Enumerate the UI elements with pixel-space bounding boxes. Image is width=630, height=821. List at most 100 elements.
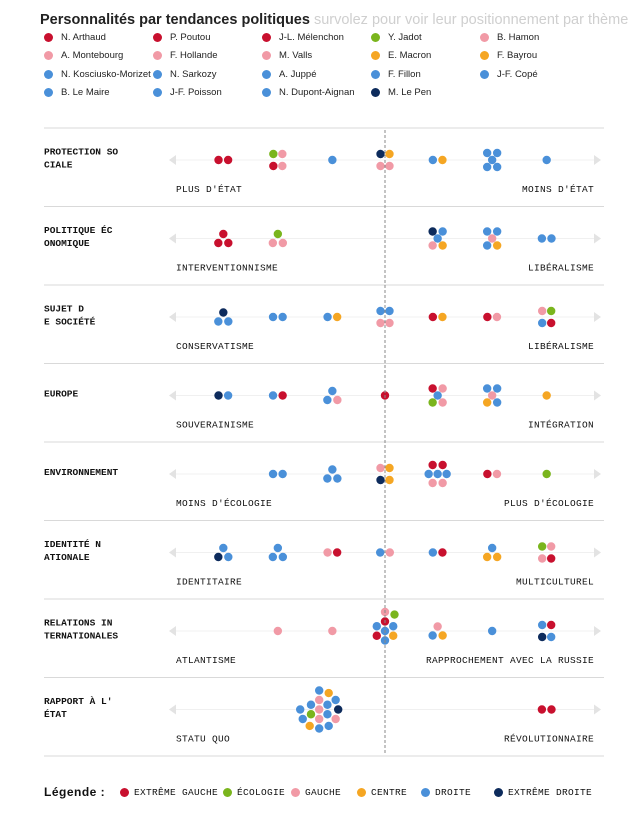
personality-dot[interactable] <box>492 312 502 322</box>
personality-dot[interactable] <box>487 391 497 400</box>
personality-dot[interactable] <box>323 312 332 322</box>
personality-dot[interactable] <box>482 162 492 172</box>
personality-dot[interactable] <box>482 398 492 407</box>
personality-dot[interactable] <box>428 548 438 557</box>
personality-dot[interactable] <box>334 705 343 714</box>
personality-dot[interactable] <box>487 543 497 553</box>
personality-dot[interactable] <box>315 714 324 724</box>
personality-dot[interactable] <box>546 306 556 316</box>
personality-dot[interactable] <box>492 148 502 158</box>
personality-dot[interactable] <box>424 469 433 479</box>
personality-dot[interactable] <box>537 620 547 630</box>
personality-dot[interactable] <box>224 238 233 248</box>
personality-dot[interactable] <box>442 469 451 479</box>
personality-dot[interactable] <box>537 306 547 316</box>
personality-dot[interactable] <box>376 318 385 328</box>
personality-dot[interactable] <box>438 631 447 640</box>
personality-dot[interactable] <box>328 386 337 396</box>
personality-dot[interactable] <box>537 542 547 551</box>
personality-dot[interactable] <box>438 227 447 236</box>
personality-dot[interactable] <box>482 552 492 562</box>
personality-dot[interactable] <box>428 478 437 488</box>
personality-dot[interactable] <box>487 626 497 636</box>
personality-dot[interactable] <box>482 384 492 393</box>
personality-dot[interactable] <box>214 155 223 165</box>
personality-dot[interactable] <box>332 548 342 557</box>
personality-dot[interactable] <box>323 700 332 709</box>
personality-dot[interactable] <box>385 463 394 473</box>
personality-dot[interactable] <box>328 626 337 636</box>
personality-dot[interactable] <box>546 554 556 563</box>
personality-dot[interactable] <box>268 391 278 400</box>
personality-dot[interactable] <box>328 155 337 165</box>
personality-dot[interactable] <box>492 398 502 407</box>
personality-dot[interactable] <box>542 469 551 479</box>
personality-dot[interactable] <box>278 161 287 171</box>
personality-dot[interactable] <box>323 395 332 405</box>
personality-dot[interactable] <box>492 552 502 562</box>
personality-dot[interactable] <box>537 632 547 642</box>
personality-dot[interactable] <box>428 631 437 640</box>
personality-dot[interactable] <box>428 460 437 470</box>
personality-dot[interactable] <box>537 705 547 714</box>
personality-dot[interactable] <box>433 234 442 243</box>
personality-dot[interactable] <box>537 234 547 243</box>
personality-dot[interactable] <box>376 475 385 485</box>
personality-dot[interactable] <box>315 695 324 705</box>
personality-dot[interactable] <box>268 312 278 322</box>
personality-dot[interactable] <box>372 622 381 631</box>
personality-dot[interactable] <box>482 148 492 158</box>
personality-dot[interactable] <box>385 306 394 316</box>
personality-dot[interactable] <box>438 460 447 470</box>
personality-dot[interactable] <box>223 155 233 165</box>
personality-dot[interactable] <box>278 238 288 248</box>
personality-dot[interactable] <box>296 705 305 714</box>
personality-dot[interactable] <box>492 384 502 393</box>
personality-dot[interactable] <box>273 229 283 239</box>
personality-dot[interactable] <box>219 543 228 553</box>
personality-dot[interactable] <box>224 317 233 326</box>
personality-dot[interactable] <box>438 548 447 557</box>
personality-dot[interactable] <box>433 622 442 631</box>
personality-dot[interactable] <box>214 238 223 248</box>
personality-dot[interactable] <box>376 149 385 159</box>
personality-dot[interactable] <box>324 688 333 698</box>
personality-dot[interactable] <box>305 721 314 731</box>
personality-dot[interactable] <box>385 475 394 485</box>
personality-dot[interactable] <box>428 312 438 322</box>
personality-dot[interactable] <box>385 318 394 328</box>
personality-dot[interactable] <box>433 391 442 400</box>
personality-dot[interactable] <box>428 398 437 407</box>
personality-dot[interactable] <box>546 632 556 642</box>
personality-dot[interactable] <box>385 548 394 557</box>
personality-dot[interactable] <box>323 474 332 483</box>
personality-dot[interactable] <box>482 227 492 236</box>
personality-dot[interactable] <box>487 155 497 165</box>
personality-dot[interactable] <box>333 395 342 405</box>
personality-dot[interactable] <box>324 721 333 731</box>
personality-dot[interactable] <box>428 241 437 250</box>
personality-dot[interactable] <box>542 155 551 165</box>
personality-dot[interactable] <box>219 308 228 317</box>
personality-dot[interactable] <box>389 622 398 631</box>
personality-dot[interactable] <box>306 710 316 719</box>
personality-dot[interactable] <box>390 610 399 619</box>
personality-dot[interactable] <box>542 391 551 400</box>
personality-dot[interactable] <box>332 312 342 322</box>
personality-dot[interactable] <box>438 312 447 322</box>
personality-dot[interactable] <box>537 318 547 328</box>
personality-dot[interactable] <box>328 465 337 474</box>
personality-dot[interactable] <box>546 620 556 630</box>
personality-dot[interactable] <box>315 724 324 733</box>
personality-dot[interactable] <box>269 161 278 171</box>
personality-dot[interactable] <box>438 155 447 165</box>
personality-dot[interactable] <box>438 398 447 407</box>
personality-dot[interactable] <box>483 469 492 479</box>
personality-dot[interactable] <box>214 391 223 400</box>
personality-dot[interactable] <box>273 543 283 553</box>
personality-dot[interactable] <box>376 463 385 473</box>
personality-dot[interactable] <box>278 149 287 159</box>
personality-dot[interactable] <box>273 626 283 636</box>
personality-dot[interactable] <box>214 317 223 326</box>
personality-dot[interactable] <box>323 710 332 719</box>
